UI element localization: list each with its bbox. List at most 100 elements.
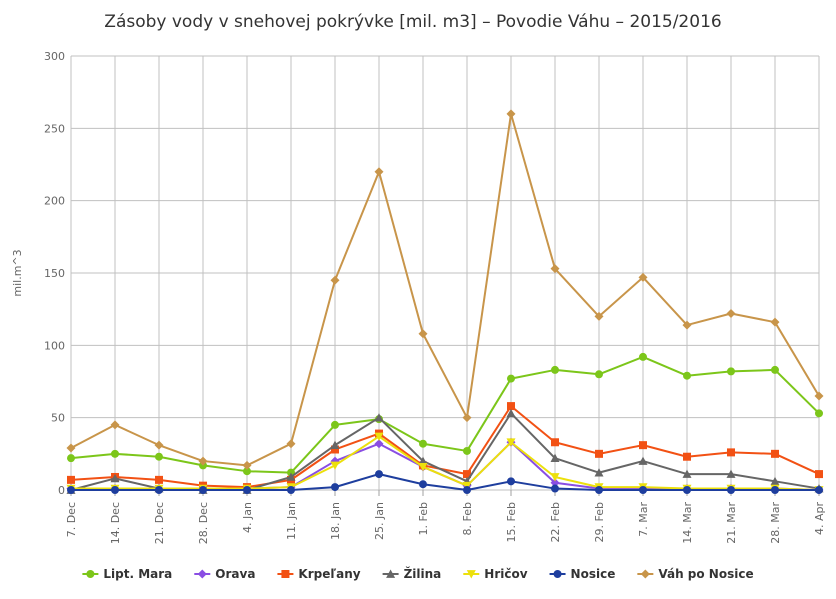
- data-point: [418, 463, 428, 472]
- data-point: [726, 469, 736, 478]
- data-point: [154, 440, 164, 450]
- data-point: [67, 475, 75, 484]
- data-point: [771, 365, 779, 374]
- x-tick-label: 21. Dec: [153, 502, 166, 544]
- legend-item-2: Krpeľany: [277, 567, 361, 581]
- legend-item-4: Hričov: [463, 567, 528, 581]
- data-point: [815, 409, 823, 418]
- x-tick-label: 28. Dec: [197, 502, 210, 544]
- data-point: [155, 486, 163, 494]
- data-point: [551, 365, 559, 374]
- data-point: [330, 440, 340, 449]
- data-point: [594, 468, 604, 477]
- data-point: [286, 472, 296, 481]
- data-point: [638, 272, 648, 282]
- data-point: [243, 467, 251, 476]
- legend-marker: [640, 569, 650, 579]
- data-point: [155, 452, 163, 461]
- data-point: [550, 473, 560, 482]
- data-point: [639, 486, 647, 494]
- x-tick-label: 15. Feb: [505, 502, 518, 542]
- x-tick-label: 14. Mar: [681, 502, 694, 544]
- data-point: [770, 317, 780, 327]
- data-point: [374, 432, 384, 441]
- legend-marker: [86, 570, 95, 578]
- data-point: [595, 486, 603, 494]
- data-point: [639, 352, 647, 361]
- series-group: [66, 109, 824, 495]
- x-tick-label: 7. Mar: [637, 502, 650, 537]
- data-point: [463, 446, 471, 455]
- data-point: [330, 461, 340, 470]
- data-point: [374, 413, 384, 422]
- data-point: [683, 452, 691, 461]
- y-tick-label: 0: [58, 484, 65, 497]
- series-3: [66, 408, 824, 494]
- data-point: [550, 453, 560, 462]
- data-point: [418, 329, 428, 339]
- legend-marker: [197, 569, 207, 579]
- legend-item-3: Žilina: [382, 566, 442, 581]
- data-point: [683, 371, 691, 380]
- x-tick-label: 7. Dec: [65, 502, 78, 537]
- data-point: [507, 402, 515, 411]
- x-tick-label: 1. Feb: [417, 502, 430, 535]
- y-tick-label: 300: [44, 50, 65, 63]
- data-point: [550, 264, 560, 274]
- data-point: [155, 475, 163, 484]
- data-point: [727, 448, 735, 457]
- data-point: [462, 481, 472, 491]
- data-point: [67, 486, 75, 494]
- data-point: [726, 309, 736, 319]
- legend-marker: [466, 570, 476, 579]
- data-point: [727, 486, 735, 494]
- series-5: [67, 470, 823, 494]
- x-tick-labels: 7. Dec 14. Dec 21. Dec 28. Dec 4. Jan 11. Jan…: [65, 502, 826, 545]
- series-4: [66, 432, 824, 495]
- data-point: [110, 473, 120, 483]
- series-line: [70, 355, 820, 474]
- data-point: [727, 367, 735, 376]
- series-6: [66, 109, 824, 470]
- grid: [70, 55, 820, 496]
- legend-label: Váh po Nosice: [658, 567, 753, 581]
- y-tick-label: 200: [44, 195, 65, 208]
- legend-item-0: Lipt. Mara: [82, 567, 172, 581]
- data-point: [462, 413, 472, 423]
- x-tick-label: 28. Mar: [769, 502, 782, 544]
- data-point: [594, 311, 604, 321]
- data-point: [682, 469, 692, 478]
- data-point: [463, 486, 471, 494]
- data-point: [374, 167, 384, 177]
- data-point: [111, 449, 119, 458]
- data-point: [286, 439, 296, 449]
- data-point: [66, 443, 76, 453]
- legend-label: Orava: [215, 567, 255, 581]
- data-point: [243, 486, 251, 494]
- x-tick-label: 14. Dec: [109, 502, 122, 544]
- data-point: [551, 484, 559, 493]
- data-point: [199, 486, 207, 494]
- data-point: [639, 441, 647, 450]
- series-line: [71, 435, 820, 491]
- y-axis-label: mil.m^3: [11, 249, 24, 296]
- legend-label: Hričov: [484, 567, 527, 581]
- data-point: [330, 275, 340, 285]
- legend-label: Lipt. Mara: [103, 567, 172, 581]
- legend-item-5: Nosice: [549, 567, 615, 581]
- data-point: [682, 320, 692, 330]
- data-point: [419, 439, 427, 448]
- series-line: [70, 112, 820, 467]
- x-tick-label: 21. Mar: [725, 502, 738, 544]
- x-tick-label: 25. Jan: [373, 502, 386, 540]
- legend: Lipt. Mara Orava Krpeľany Žilina Hričov Nosic…: [82, 566, 754, 581]
- data-point: [287, 486, 295, 494]
- y-tick-label: 100: [44, 339, 65, 352]
- data-point: [638, 456, 648, 465]
- series-1: [66, 437, 824, 495]
- legend-label: Žilina: [404, 566, 442, 581]
- data-point: [110, 420, 120, 430]
- y-tick-label: 50: [51, 412, 65, 425]
- chart-title: Zásoby vody v snehovej pokrývke [mil. m3…: [104, 12, 721, 32]
- series-line: [71, 473, 819, 491]
